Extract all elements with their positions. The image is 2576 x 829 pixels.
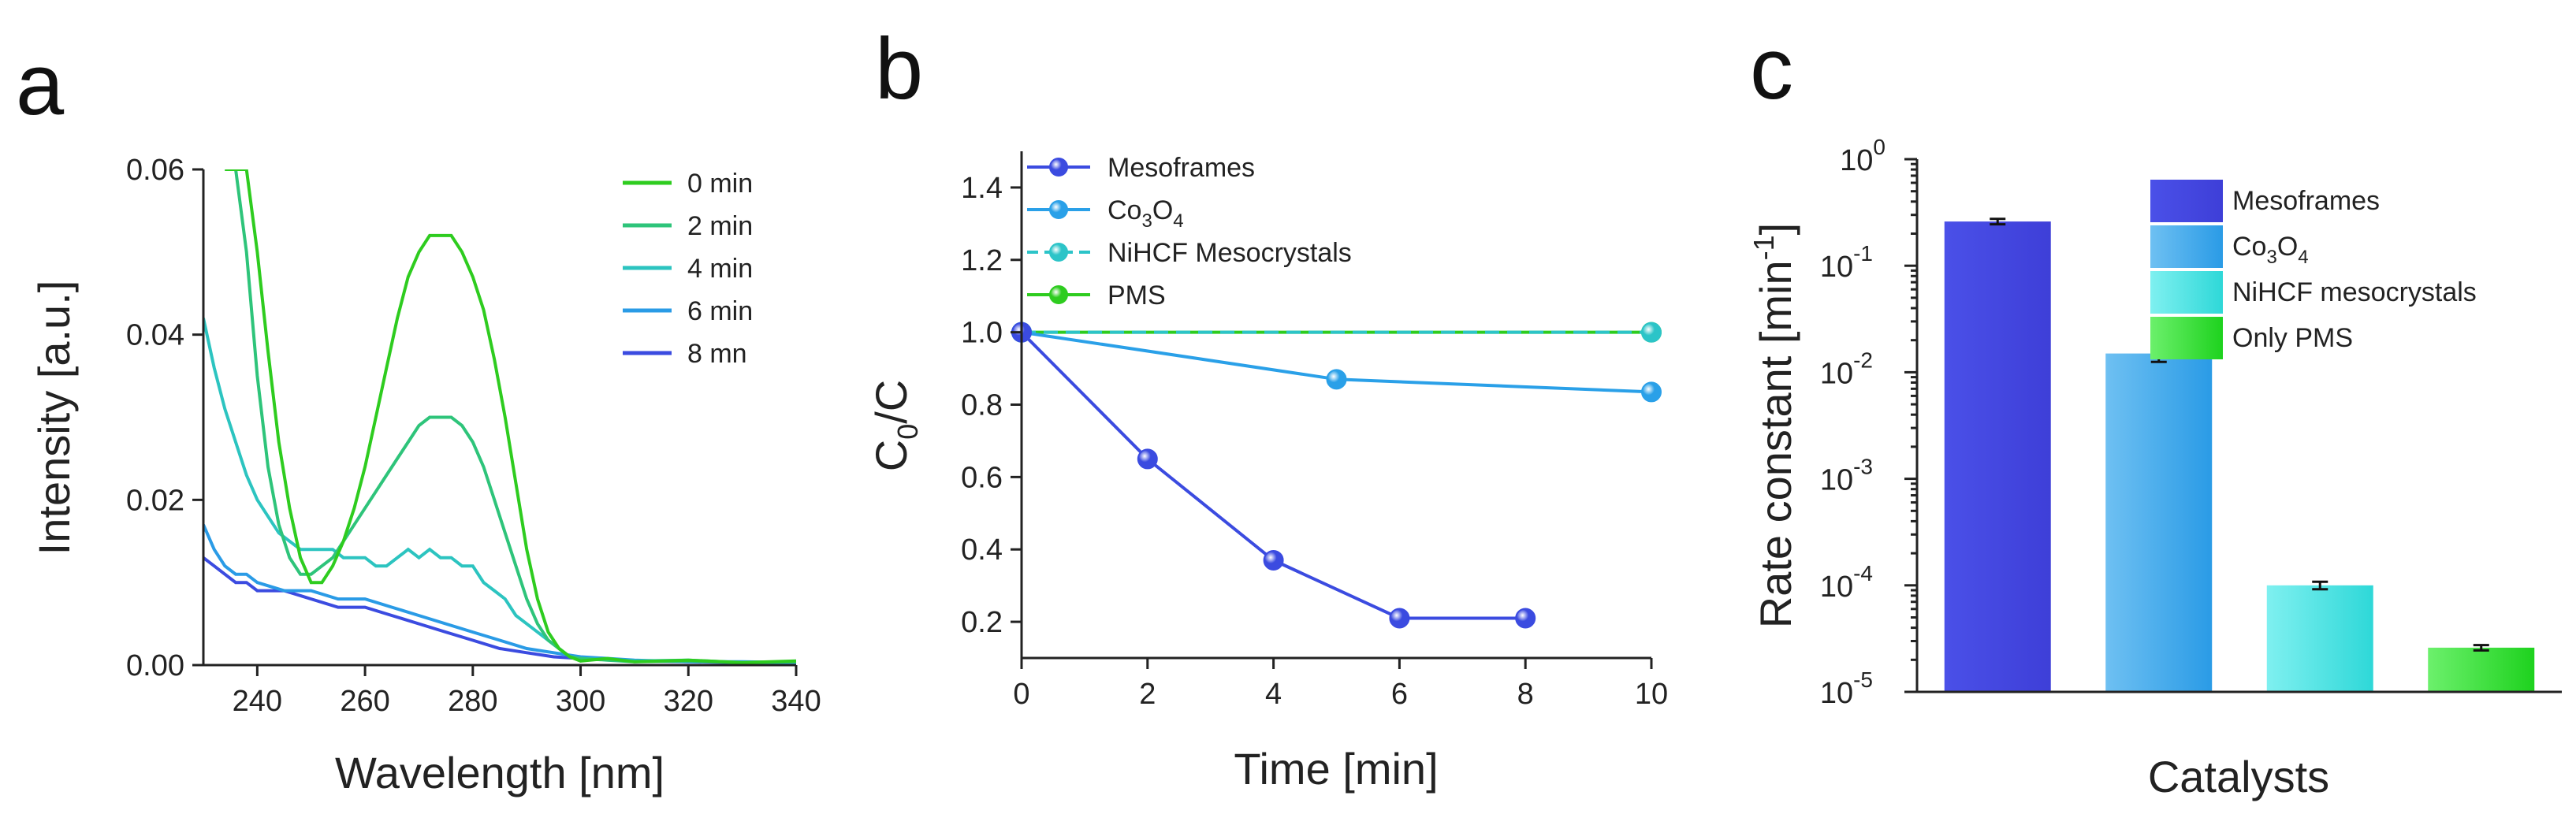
data-point-Mesoframes xyxy=(1389,608,1410,629)
legend-marker xyxy=(1049,243,1068,262)
y-tick-label: 0.06 xyxy=(126,154,184,187)
x-tick-label: 8 xyxy=(1517,678,1534,711)
x-tick-label: 260 xyxy=(340,685,389,718)
data-point-Co3O4 xyxy=(1641,381,1662,403)
x-tick-label: 2 xyxy=(1139,678,1156,711)
x-tick-label: 280 xyxy=(448,685,497,718)
data-point-Co3O4 xyxy=(1326,369,1347,390)
x-tick-label: 4 xyxy=(1265,678,1282,711)
legend-marker xyxy=(1049,158,1068,177)
y-tick-label: 0.8 xyxy=(961,389,1003,422)
legend-label: 0 min xyxy=(687,169,753,199)
data-point-Mesoframes xyxy=(1515,608,1536,629)
y-tick-label: 1.2 xyxy=(961,244,1003,277)
panel-a-ylabel: Intensity [a.u.] xyxy=(29,281,79,556)
legend-label: NiHCF Mesocrystals xyxy=(1107,238,1352,268)
panel-a-legend: 0 min 2 min 4 min 6 min 8 mn xyxy=(623,169,753,369)
x-tick-label: 0 xyxy=(1013,678,1029,711)
y-tick-label: 0.2 xyxy=(961,606,1003,639)
data-point-Mesoframes xyxy=(1137,448,1158,470)
series-line-Mesoframes xyxy=(1020,331,1526,620)
y-tick-label: 0.02 xyxy=(126,484,184,517)
y-tick-label: 0.04 xyxy=(126,319,184,352)
y-tick-label: 10-2 xyxy=(1820,348,1873,390)
legend-label: NiHCF mesocrystals xyxy=(2232,277,2477,307)
legend-swatch xyxy=(2150,271,2223,314)
x-tick-label: 340 xyxy=(771,685,821,718)
y-tick-label: 0.6 xyxy=(961,461,1003,494)
legend-label: Mesoframes xyxy=(2232,186,2380,216)
legend-swatch xyxy=(2150,225,2223,268)
panel-b-ylabel: C0/C xyxy=(866,380,924,471)
y-tick-label: 10-5 xyxy=(1820,667,1873,710)
panel-b-axes xyxy=(1020,151,1651,660)
panel-a-label: a xyxy=(16,36,65,133)
legend-label: Co3O4 xyxy=(1107,195,1184,232)
data-point-Mesoframes xyxy=(1263,549,1284,571)
y-tick-label: 0.4 xyxy=(961,533,1003,567)
panel-b-legend: Mesoframes Co3O4 NiHCF Mesocrystals PMS xyxy=(1027,153,1352,310)
series-line-2-min xyxy=(225,169,796,664)
legend-label: Mesoframes xyxy=(1107,153,1255,183)
legend-label: Only PMS xyxy=(2232,323,2353,353)
y-tick-label: 1.0 xyxy=(961,317,1003,350)
data-point-NiHCF-Mesocrystals xyxy=(1641,322,1662,343)
bar-NiHCF-mesocrystals xyxy=(2266,585,2373,692)
bar-Mesoframes xyxy=(1944,221,2051,693)
legend-label: 6 min xyxy=(687,296,753,326)
legend-swatch xyxy=(2150,180,2223,222)
x-tick-label: 6 xyxy=(1391,678,1408,711)
legend-marker xyxy=(1049,285,1068,304)
y-tick-label: 10-4 xyxy=(1820,561,1873,604)
series-line-0-min xyxy=(225,169,796,664)
y-tick-label: 10-3 xyxy=(1820,455,1873,497)
panel-c-xlabel: Catalysts xyxy=(2148,752,2329,801)
legend-marker xyxy=(1049,200,1068,219)
x-tick-label: 10 xyxy=(1635,678,1668,711)
panel-a-spectra-chart: a 240 260 280 300 320 340 0.00 0.02 0.04 0.06 Wav… xyxy=(16,36,821,797)
x-tick-label: 300 xyxy=(556,685,605,718)
panel-c-rate-bar-chart: c 100 10-1 10-2 10-3 10-4 10-5 Catalysts Rate… xyxy=(1748,20,2562,801)
bar-Co3O4 xyxy=(2105,353,2213,692)
panel-c-label: c xyxy=(1750,20,1793,117)
panel-c-legend: Mesoframes Co3O4 NiHCF mesocrystals Only PM… xyxy=(2150,180,2477,359)
panel-a-xlabel: Wavelength [nm] xyxy=(335,748,664,797)
legend-label: 8 mn xyxy=(687,339,747,369)
panel-b-label: b xyxy=(875,20,923,117)
series-line-8-mn xyxy=(203,556,796,664)
y-tick-label: 1.4 xyxy=(961,172,1003,205)
panel-c-ylabel: Rate constant [min-1] xyxy=(1748,223,1800,628)
y-tick-label: 0.00 xyxy=(126,649,184,682)
series-line-4-min xyxy=(203,318,796,664)
bar-Only-PMS xyxy=(2428,647,2535,692)
legend-label: Co3O4 xyxy=(2232,232,2309,268)
x-tick-label: 240 xyxy=(233,685,282,718)
y-tick-label: 100 xyxy=(1840,135,1885,177)
legend-label: 2 min xyxy=(687,211,753,241)
x-tick-label: 320 xyxy=(664,685,713,718)
panel-b-xlabel: Time [min] xyxy=(1234,744,1438,794)
legend-label: 4 min xyxy=(687,254,753,284)
legend-label: PMS xyxy=(1107,281,1166,310)
y-tick-label: 10-1 xyxy=(1820,241,1873,284)
panel-b-kinetics-chart: b 0 2 4 6 8 10 0.2 0.4 0.6 0.8 1.0 1.2 1.4 Time [min… xyxy=(866,20,1668,794)
legend-swatch xyxy=(2150,317,2223,359)
